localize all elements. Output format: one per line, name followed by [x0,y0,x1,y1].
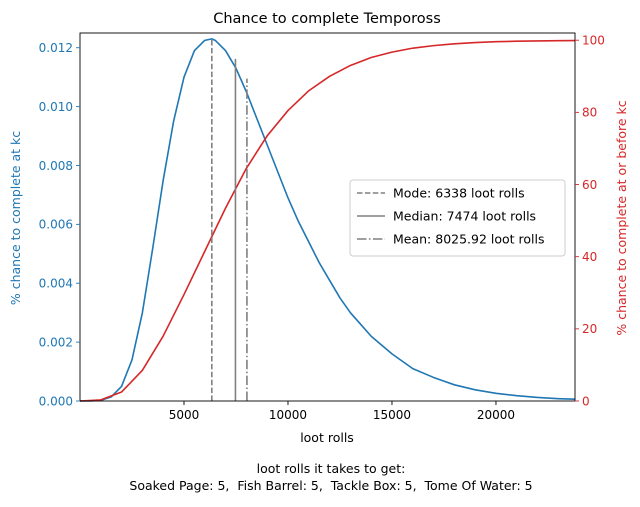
series-line-pdf [80,38,576,402]
x-axis-label: loot rolls [300,430,354,445]
x-tick-label: 10000 [269,408,307,422]
x-tick-label: 15000 [373,408,411,422]
left-y-tick-label: 0.006 [39,218,73,232]
left-y-axis: 0.000 0.002 0.004 0.006 0.008 0.010 0.012 [39,41,80,408]
left-y-tick-label: 0.008 [39,159,73,173]
right-y-axis: 0 20 40 60 80 100 [575,34,605,408]
legend-entry-mode: Mode: 6338 loot rolls [393,186,525,201]
left-y-tick-label: 0.012 [39,41,73,55]
right-y-tick-label: 100 [582,34,605,48]
legend-box [349,179,566,257]
legend-entry-median: Median: 7474 loot rolls [393,209,536,224]
footer-caption-line-2: Soaked Page: 5, Fish Barrel: 5, Tackle B… [129,478,532,493]
footer-caption-line-1: loot rolls it takes to get: [257,461,406,476]
legend: Mode: 6338 loot rolls Median: 7474 loot … [349,179,566,257]
left-y-tick-label: 0.010 [39,100,73,114]
x-axis: 5000 10000 15000 20000 [169,401,515,422]
right-y-tick-label: 80 [582,106,597,120]
plot-area [79,32,576,402]
legend-entry-mean: Mean: 8025.92 loot rolls [393,232,545,247]
series-line-cdf [79,39,576,402]
left-y-tick-label: 0.000 [39,394,73,408]
right-y-tick-label: 60 [582,178,597,192]
left-y-tick-label: 0.004 [39,277,73,291]
x-tick-label: 5000 [169,408,200,422]
right-y-tick-label: 20 [582,322,597,336]
chart-title: Chance to complete Tempoross [213,11,441,27]
right-y-tick-label: 40 [582,250,597,264]
x-tick-label: 20000 [477,408,515,422]
left-y-axis-label: % chance to complete at kc [8,131,23,305]
right-y-axis-label: % chance to complete at or before kc [614,100,629,335]
right-y-tick-label: 0 [582,394,590,408]
plot-frame [79,32,576,402]
left-y-tick-label: 0.002 [39,335,73,349]
